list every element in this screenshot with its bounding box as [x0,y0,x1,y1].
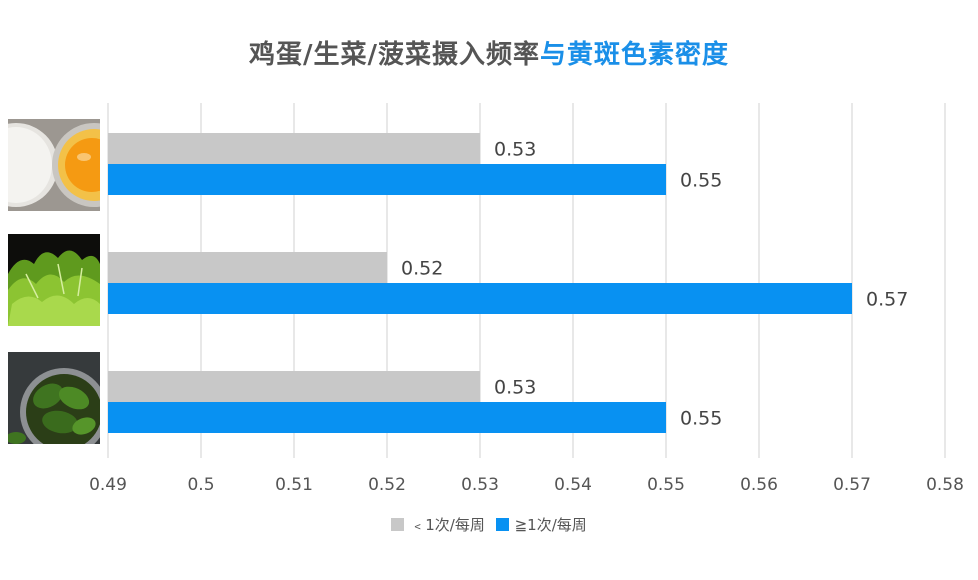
x-tick-label: 0.5 [187,475,214,495]
bar-chart: 0.53 0.55 0.52 0.57 0.53 0.55 0.49 0.5 0.51 0.52… [89,103,964,495]
chart-title: 鸡蛋/生菜/菠菜摄入频率与黄斑色素密度 [0,34,978,71]
legend-item-high: ≧1次/每周 [495,514,587,535]
data-label: 0.55 [680,408,722,430]
bar-low-1 [108,252,387,283]
legend-swatch-high [495,518,509,531]
lettuce-photo [8,234,100,326]
data-label: 0.53 [494,377,536,399]
x-tick-label: 0.49 [89,475,127,495]
x-tick-label: 0.57 [833,475,871,495]
x-tick-label: 0.55 [647,475,685,495]
data-label: 0.55 [680,170,722,192]
legend-item-low: ﹤1次/每周 [391,514,485,535]
chart-title-accent: 与黄斑色素密度 [539,40,729,70]
spinach-photo [8,352,100,444]
legend-label-high: ≧1次/每周 [514,516,587,534]
bar-high-2 [108,402,666,433]
x-tick-label: 0.56 [740,475,778,495]
chart-title-main: 鸡蛋/生菜/菠菜摄入频率 [248,40,540,70]
x-tick-label: 0.51 [275,475,313,495]
egg-photo [8,119,100,211]
legend: ﹤1次/每周 ≧1次/每周 [0,514,978,535]
legend-label-low: ﹤1次/每周 [410,516,485,534]
legend-swatch-low [391,518,405,531]
bar-low-2 [108,371,480,402]
data-label: 0.57 [866,289,908,311]
bar-low-0 [108,133,480,164]
x-tick-label: 0.54 [554,475,592,495]
bar-high-1 [108,283,852,314]
x-tick-label: 0.52 [368,475,406,495]
data-label: 0.53 [494,139,536,161]
x-tick-label: 0.58 [926,475,964,495]
data-label: 0.52 [401,258,443,280]
bar-high-0 [108,164,666,195]
x-tick-label: 0.53 [461,475,499,495]
